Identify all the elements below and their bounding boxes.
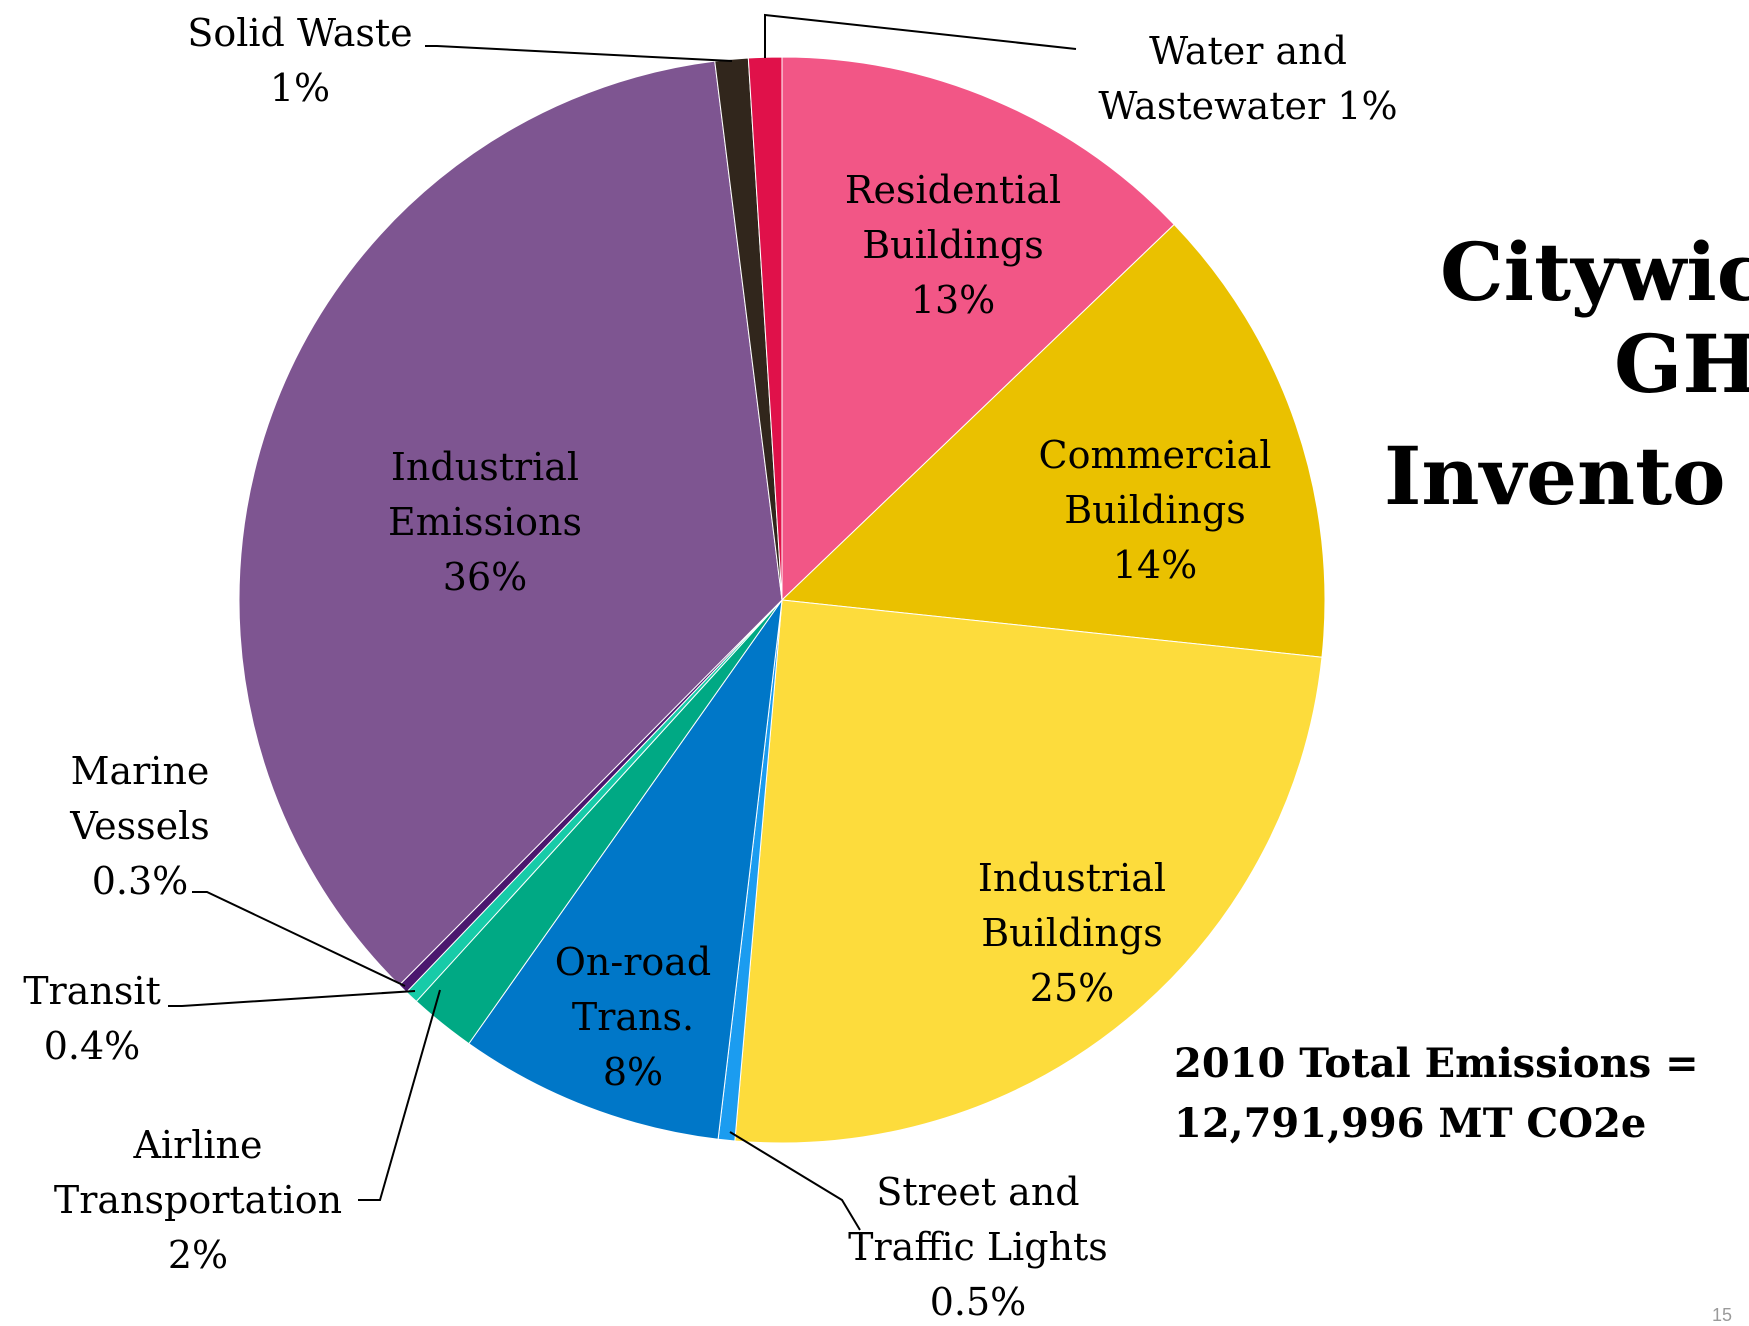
slice-label-line: 36%: [443, 555, 527, 599]
slice-label-line: On-road: [555, 940, 712, 984]
slice-label-line: Water and: [1149, 29, 1347, 73]
slice-label-airline: Airline Transportation 2%: [54, 1123, 342, 1277]
leader-line-marine: [192, 891, 406, 987]
page-number: 15: [1712, 1305, 1733, 1325]
pie-slice-on-road: [468, 599, 783, 1140]
slice-label-industrial: Industrial Buildings 25%: [978, 856, 1166, 1010]
slice-label-line: Wastewater 1%: [1098, 84, 1397, 128]
slice-label-line: Buildings: [1064, 488, 1245, 532]
slice-label-line: 14%: [1113, 543, 1197, 587]
slice-label-commercial: Commercial Buildings 14%: [1039, 433, 1272, 587]
slice-label-line: Buildings: [981, 911, 1162, 955]
slice-label-line: Residential: [845, 168, 1061, 212]
slice-label-line: 13%: [911, 278, 995, 322]
leader-line-airline: [358, 989, 441, 1201]
slice-label-residential: Residential Buildings 13%: [845, 168, 1061, 322]
slice-label-line: Transit: [23, 969, 161, 1013]
title-line: Invento: [1384, 429, 1726, 523]
slice-label-line: Commercial: [1039, 433, 1272, 477]
leader-line-street-and: [729, 1131, 861, 1231]
slice-label-industrial: Industrial Emissions 36%: [388, 445, 582, 599]
slice-label-line: 8%: [603, 1050, 663, 1094]
slice-label-line: Industrial: [391, 445, 579, 489]
slice-label-transit: Transit 0.4%: [23, 969, 161, 1068]
slice-label-line: Emissions: [388, 500, 582, 544]
slice-label-on-road: On-road Trans. 8%: [555, 940, 712, 1094]
title-line: GH: [1614, 317, 1749, 411]
slice-label-line: Street and: [876, 1170, 1079, 1214]
pie-slice-industrial: [734, 599, 1323, 1144]
pie-slices: [238, 56, 1326, 1144]
slice-label-solid-waste: Solid Waste 1%: [187, 11, 412, 110]
slice-label-marine: Marine Vessels 0.3%: [69, 749, 210, 903]
pie-slice-commercial: [780, 223, 1326, 658]
slice-label-line: Trans.: [572, 995, 694, 1039]
slice-label-line: Vessels: [69, 804, 210, 848]
slice-label-line: Marine: [71, 749, 210, 793]
slice-labels: Residential Buildings 13% Commercial Buildin…: [23, 11, 1397, 1319]
slice-label-line: Traffic Lights: [848, 1225, 1108, 1269]
slice-label-street-and: Street and Traffic Lights 0.5%: [848, 1170, 1108, 1319]
leader-line-solid-waste: [425, 45, 733, 62]
slice-label-line: 2%: [168, 1233, 228, 1277]
slice-label-line: 25%: [1030, 966, 1114, 1010]
slice-label-line: 0.5%: [930, 1280, 1027, 1319]
slice-label-line: Industrial: [978, 856, 1166, 900]
slice-label-line: 0.4%: [44, 1024, 141, 1068]
leader-line-transit: [168, 990, 416, 1007]
slice-label-line: Solid Waste: [187, 11, 412, 55]
total-emissions-line: 12,791,996 MT CO2e: [1174, 1100, 1647, 1147]
title-line: Citywic: [1440, 225, 1749, 319]
pie-slice-residential: [781, 56, 1175, 602]
slice-label-line: Buildings: [862, 223, 1043, 267]
slice-label-line: Airline: [132, 1123, 262, 1167]
slice-label-line: Transportation: [54, 1178, 342, 1222]
leader-lines: [168, 13, 1077, 1231]
slice-label-line: 0.3%: [92, 859, 189, 903]
leader-line-water-and: [764, 13, 1077, 58]
pie-slice-industrial: [238, 60, 783, 986]
slice-label-line: 1%: [270, 66, 330, 110]
slice-label-water-and: Water and Wastewater 1%: [1098, 29, 1397, 128]
total-emissions-line: 2010 Total Emissions =: [1174, 1040, 1699, 1087]
